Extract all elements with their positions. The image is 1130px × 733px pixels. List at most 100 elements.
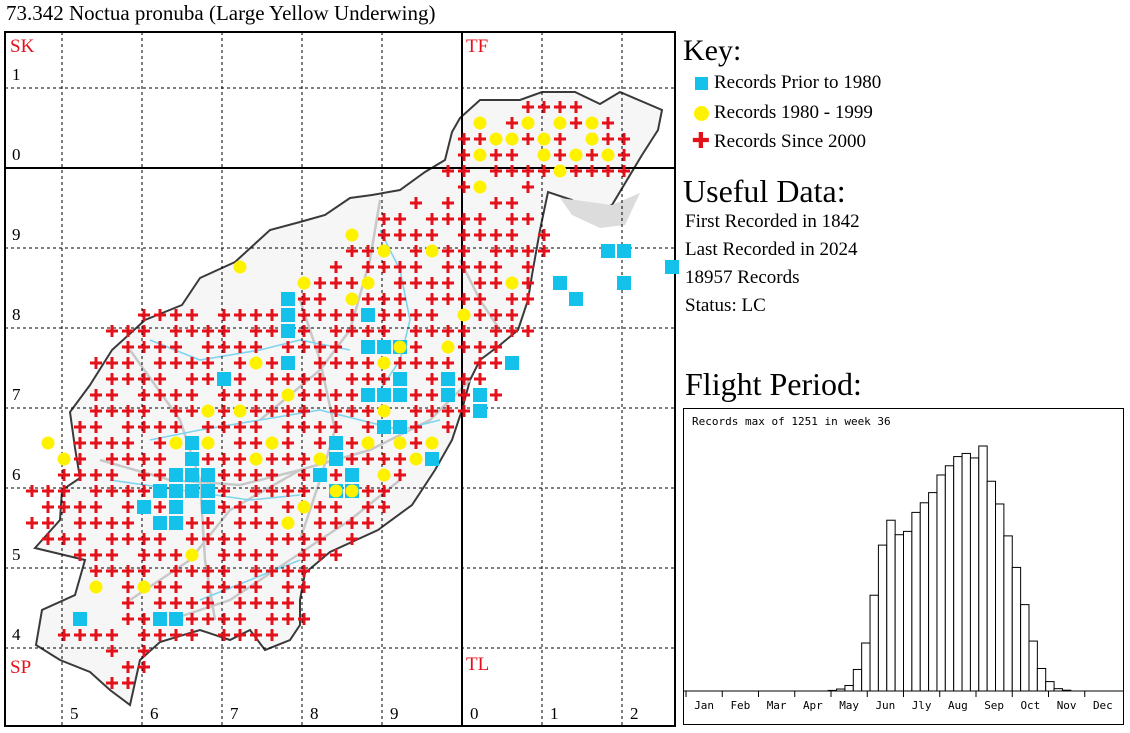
since-2000-marker xyxy=(138,629,150,641)
grid-square-label-sk: SK xyxy=(10,36,35,57)
since-2000-marker xyxy=(394,309,406,321)
since-2000-marker xyxy=(218,549,230,561)
since-2000-marker xyxy=(442,405,454,417)
week-bar xyxy=(961,452,971,692)
since-2000-marker xyxy=(234,613,246,625)
since-2000-marker xyxy=(490,165,502,177)
since-2000-marker xyxy=(186,613,198,625)
since-2000-marker xyxy=(362,373,374,385)
week-bar xyxy=(953,456,963,692)
since-2000-marker xyxy=(522,325,534,337)
since-2000-marker xyxy=(410,325,422,337)
since-2000-marker xyxy=(282,485,294,497)
r1980-1999-marker xyxy=(393,340,407,354)
since-2000-marker xyxy=(138,389,150,401)
since-2000-marker xyxy=(106,357,118,369)
since-2000-marker xyxy=(266,357,278,369)
since-2000-marker xyxy=(90,437,102,449)
since-2000-marker xyxy=(138,373,150,385)
since-2000-marker xyxy=(490,149,502,161)
since-2000-marker xyxy=(330,469,342,481)
prior-1980-marker xyxy=(217,372,231,386)
since-2000-marker xyxy=(122,373,134,385)
since-2000-marker xyxy=(602,133,614,145)
neighbour-area xyxy=(560,193,640,228)
since-2000-marker xyxy=(138,613,150,625)
since-2000-marker xyxy=(90,389,102,401)
since-2000-marker xyxy=(282,613,294,625)
road-line xyxy=(128,349,217,621)
since-2000-marker xyxy=(298,325,310,337)
since-2000-marker xyxy=(474,133,486,145)
since-2000-marker xyxy=(282,373,294,385)
prior-1980-marker xyxy=(185,468,199,482)
since-2000-marker xyxy=(314,357,326,369)
r1980-1999-marker xyxy=(489,132,503,146)
since-2000-marker xyxy=(218,405,230,417)
map-grid xyxy=(4,31,676,727)
prior-1980-marker xyxy=(361,340,375,354)
since-2000-marker xyxy=(394,357,406,369)
since-2000-marker xyxy=(90,501,102,513)
since-2000-marker xyxy=(442,277,454,289)
since-2000-marker xyxy=(298,293,310,305)
r1980-1999-marker xyxy=(201,436,215,450)
since-2000-marker xyxy=(202,597,214,609)
since-2000-marker xyxy=(74,549,86,561)
since-2000-marker xyxy=(106,629,118,641)
since-2000-marker xyxy=(314,389,326,401)
since-2000-marker xyxy=(170,325,182,337)
since-2000-marker xyxy=(314,421,326,433)
month-label: Sep xyxy=(984,699,1004,712)
since-2000-marker xyxy=(186,405,198,417)
since-2000-marker xyxy=(314,549,326,561)
since-2000-marker xyxy=(362,245,374,257)
key-label: Records Prior to 1980 xyxy=(714,72,882,93)
prior-1980-marker xyxy=(377,340,391,354)
since-2000-marker xyxy=(250,389,262,401)
since-2000-marker xyxy=(154,549,166,561)
since-2000-marker xyxy=(426,357,438,369)
prior-1980-marker xyxy=(425,452,439,466)
since-2000-marker xyxy=(458,229,470,241)
since-2000-marker xyxy=(362,517,374,529)
since-2000-marker xyxy=(410,229,422,241)
prior-1980-marker xyxy=(473,404,487,418)
since-2000-marker xyxy=(250,469,262,481)
since-2000-marker xyxy=(218,469,230,481)
since-2000-marker xyxy=(426,389,438,401)
since-2000-marker xyxy=(266,533,278,545)
since-2000-marker xyxy=(330,341,342,353)
r1980-1999-marker xyxy=(473,180,487,194)
since-2000-marker xyxy=(538,245,550,257)
r1980-1999-marker xyxy=(457,308,471,322)
month-label: Oct xyxy=(1020,699,1040,712)
since-2000-marker xyxy=(106,549,118,561)
week-bar xyxy=(986,480,997,692)
since-2000-marker xyxy=(218,533,230,545)
prior-1980-marker xyxy=(153,612,167,626)
week-bar xyxy=(919,502,930,692)
since-2000-marker xyxy=(618,149,630,161)
since-2000-marker xyxy=(250,309,262,321)
since-2000-marker xyxy=(426,293,438,305)
since-2000-marker xyxy=(122,517,134,529)
r1980-1999-marker xyxy=(233,404,247,418)
since-2000-marker xyxy=(122,341,134,353)
since-2000-marker xyxy=(234,389,246,401)
since-2000-marker xyxy=(330,261,342,273)
since-2000-marker xyxy=(250,437,262,449)
r1980-1999-marker xyxy=(249,356,263,370)
r1980-1999-marker xyxy=(233,260,247,274)
since-2000-marker xyxy=(90,629,102,641)
flight-period-heading: Flight Period: xyxy=(685,366,862,402)
since-2000-marker xyxy=(554,133,566,145)
since-2000-marker xyxy=(74,437,86,449)
grid-square-label-tl: TL xyxy=(466,654,489,675)
r1980-1999-marker xyxy=(473,148,487,162)
since-2000-marker xyxy=(442,421,454,433)
month-label: Feb xyxy=(730,699,750,712)
since-2000-marker xyxy=(458,133,470,145)
since-2000-marker xyxy=(298,469,310,481)
col-label: 7 xyxy=(230,704,239,723)
